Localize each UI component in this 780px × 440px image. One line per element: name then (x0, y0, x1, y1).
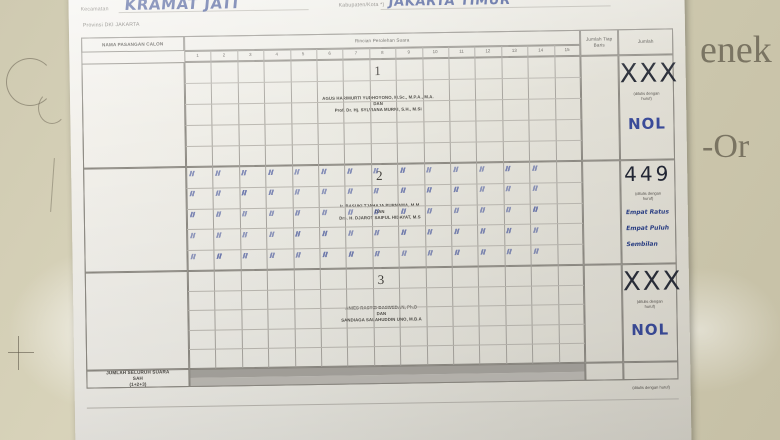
column-number-8: 8 (369, 50, 395, 55)
column-number-7: 7 (343, 50, 369, 55)
provinsi-label: Provinsi DKI JAKARTA (83, 22, 140, 29)
tally-mark: ‖‖ (188, 170, 194, 176)
ballot-form-paper: Kecamatan KRAMAT JATI Kabupaten/Kota *) … (68, 0, 691, 440)
column-number-10: 10 (422, 49, 448, 54)
kabupaten-label: Kabupaten/Kota *) (339, 2, 385, 9)
candidate-2-total-words-line3: Sembilan (626, 241, 658, 249)
vote-table: NAMA PASANGAN CALON Rincian Perolehan Su… (81, 28, 679, 432)
column-number-12: 12 (475, 48, 501, 53)
footer-label-line3: (1+2+3) (129, 382, 146, 388)
wall-mark-1: enek (700, 28, 772, 72)
tally-mark: ‖‖ (478, 166, 484, 172)
wall-mark-2: -Or (702, 128, 749, 166)
footer-label: JUMLAH SELURUH SUARA SAH (1+2+3) (86, 369, 189, 389)
footer-written-note: (ditulis dengan huruf) (624, 384, 679, 390)
tally-mark: ‖‖ (189, 254, 195, 260)
column-number-15: 15 (554, 47, 580, 52)
tally-mark: ‖‖ (453, 208, 459, 214)
tally-mark: ‖‖ (320, 189, 326, 195)
kecamatan-value: KRAMAT JATI (124, 0, 240, 14)
column-number-11: 11 (448, 48, 474, 53)
tally-mark: ‖‖ (532, 207, 538, 213)
tally-mark: ‖‖ (268, 211, 274, 217)
column-number-6: 6 (316, 51, 342, 56)
tally-mark: ‖‖ (321, 252, 327, 258)
tally-mark: ‖‖ (268, 252, 274, 258)
column-number-3: 3 (237, 52, 263, 57)
tally-mark: ‖‖ (399, 167, 405, 173)
tally-mark: ‖‖ (400, 229, 406, 235)
footer-total-cell (623, 361, 678, 380)
tally-mark: ‖‖ (214, 170, 220, 176)
candidate-1-rowtotal-cell (580, 55, 620, 161)
column-number-1: 1 (184, 53, 210, 58)
tally-mark: ‖‖ (400, 209, 406, 215)
kabupaten-value: JAKARTA TIMUR (388, 0, 511, 10)
tally-mark: ‖‖ (321, 231, 327, 237)
tally-mark: ‖‖ (346, 168, 352, 174)
tally-mark: ‖‖ (320, 168, 326, 174)
tally-mark: ‖‖ (452, 187, 458, 193)
candidate-3-written-note: (ditulis dengan huruf) (622, 298, 677, 309)
below-table-rule (87, 398, 679, 408)
candidate-2-written-note: (ditulis dengan huruf) (621, 190, 676, 201)
candidate-2-total-words-line1: Empat Ratus (625, 208, 669, 216)
header-candidate-label: NAMA PASANGAN CALON (81, 36, 184, 53)
column-number-2: 2 (211, 52, 237, 57)
header-total-label: Jumlah (618, 28, 673, 55)
column-number-4: 4 (263, 51, 289, 56)
column-number-14: 14 (527, 47, 553, 52)
candidate-2-total-words-line2: Empat Puluh (626, 224, 670, 232)
column-number-5: 5 (290, 51, 316, 56)
column-number-13: 13 (501, 48, 527, 53)
tally-mark: ‖‖ (399, 188, 405, 194)
tally-mark: ‖‖ (532, 227, 538, 233)
footer-rowtotal-cell (585, 362, 623, 381)
screenshot-root: enek -Or Kecamatan KRAMAT JATI Kabupaten… (0, 0, 780, 440)
tally-mark: ‖‖ (453, 229, 459, 235)
tally-mark: ‖‖ (188, 191, 194, 197)
tally-mark: ‖‖ (268, 232, 274, 238)
wall-scribble-vert (18, 336, 19, 370)
candidate-3-total-words: NOL (623, 320, 678, 339)
tally-mark: ‖‖ (531, 165, 537, 171)
candidate-2-total-digits: 449 (620, 161, 675, 186)
candidate-1-total-words: NOL (619, 114, 674, 133)
tally-mark: ‖‖ (189, 233, 195, 239)
header-rowtotal-label: Jumlah Tiap Baris (580, 29, 618, 56)
candidate-1-written-note: (ditulis dengan huruf) (619, 90, 674, 101)
candidate-3-detail-grid (188, 265, 585, 369)
candidate-1-total-crossed: XXX (619, 58, 674, 89)
tally-mark: ‖‖ (532, 248, 538, 254)
wall-scribble-cross (8, 352, 34, 353)
candidate-3-rowtotal-cell (584, 264, 624, 363)
candidate-1-detail-grid (184, 56, 582, 167)
candidate-3-total-crossed: XXX (623, 266, 678, 297)
tally-mark: ‖‖ (400, 250, 406, 256)
kecamatan-label: Kecamatan (81, 6, 109, 12)
candidate-2-rowtotal-cell (582, 160, 622, 265)
tally-mark: ‖‖ (267, 169, 273, 175)
tally-mark: ‖‖ (189, 212, 195, 218)
tally-mark: ‖‖ (321, 210, 327, 216)
tally-mark: ‖‖ (453, 249, 459, 255)
column-number-9: 9 (395, 49, 421, 54)
wall-scribble-arc (38, 92, 66, 124)
tally-mark: ‖‖ (452, 166, 458, 172)
